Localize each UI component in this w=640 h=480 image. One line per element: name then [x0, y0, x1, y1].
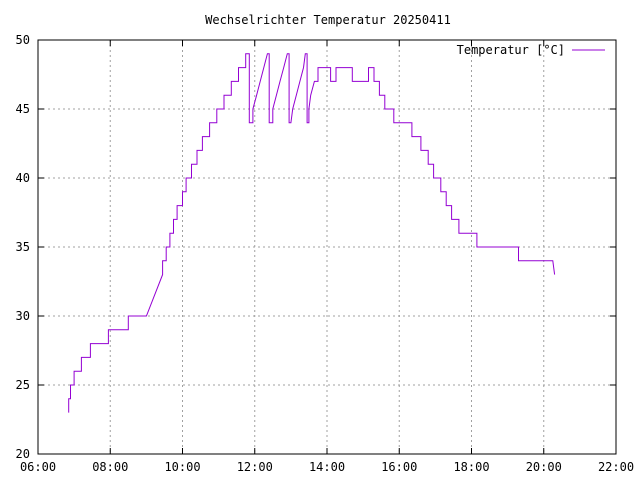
- y-tick-labels: 20 25 30 35 40 45 50: [16, 33, 30, 461]
- x-tick-label: 06:00: [20, 460, 56, 474]
- y-tick-label: 30: [16, 309, 30, 323]
- y-tick-label: 50: [16, 33, 30, 47]
- x-tick-labels: 06:00 08:00 10:00 12:00 14:00 16:00 18:00 20:00…: [20, 460, 634, 474]
- temperature-series-line: [68, 53, 556, 413]
- x-tick-label: 08:00: [92, 460, 128, 474]
- x-tick-label: 22:00: [598, 460, 634, 474]
- x-tick-label: 16:00: [381, 460, 417, 474]
- legend-label: Temperatur [°C]: [457, 43, 565, 57]
- chart-title: Wechselrichter Temperatur 20250411: [205, 13, 451, 27]
- legend: Temperatur [°C]: [457, 43, 605, 57]
- x-tick-label: 14:00: [309, 460, 345, 474]
- series-group: [68, 53, 556, 413]
- x-tick-label: 12:00: [237, 460, 273, 474]
- y-tick-label: 35: [16, 240, 30, 254]
- x-tick-label: 18:00: [453, 460, 489, 474]
- y-tick-label: 40: [16, 171, 30, 185]
- x-tick-label: 20:00: [526, 460, 562, 474]
- y-tick-label: 20: [16, 447, 30, 461]
- plot-border: [37, 39, 617, 455]
- grid-lines: [38, 40, 616, 454]
- y-tick-label: 25: [16, 378, 30, 392]
- x-tick-label: 10:00: [164, 460, 200, 474]
- y-tick-label: 45: [16, 102, 30, 116]
